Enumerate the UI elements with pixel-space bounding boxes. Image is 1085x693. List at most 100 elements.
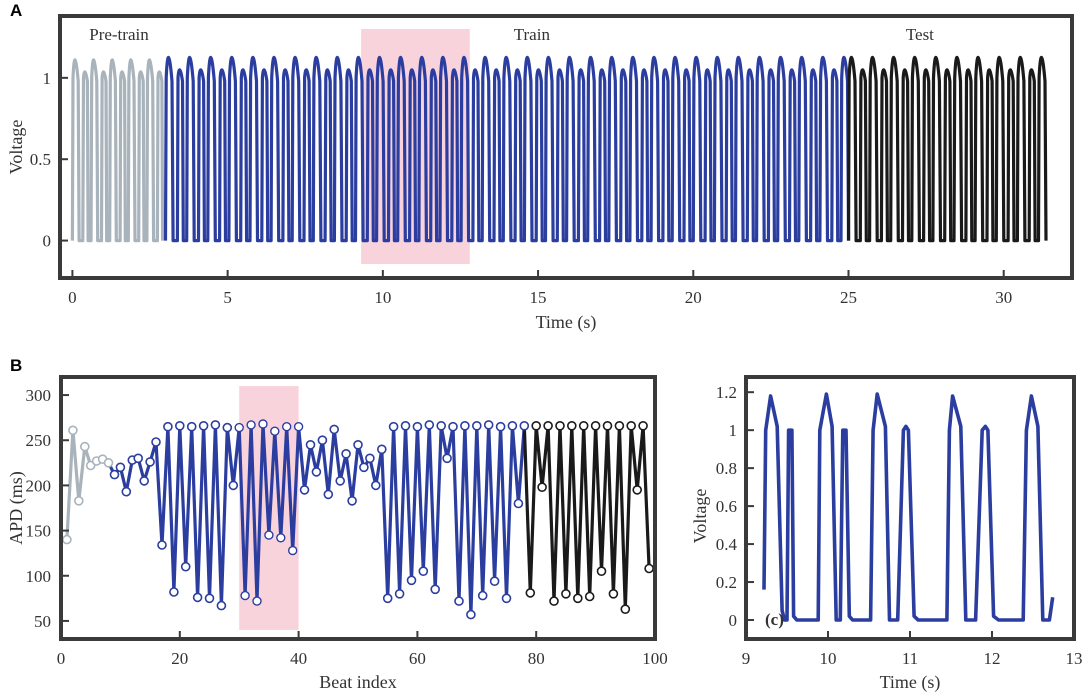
panel-a-xlabel: Time (s) <box>536 312 597 333</box>
panel-a: 0 5 10 15 20 25 30 0 0.5 1 Pre-train Train Test T… <box>6 14 1074 333</box>
apd-point <box>109 469 120 480</box>
apd-point <box>454 596 464 606</box>
panel-b-ylabel: APD (ms) <box>6 471 27 545</box>
panel-b-ytick-label: 150 <box>26 522 52 541</box>
apd-point <box>62 534 72 545</box>
panel-b-xtick-label: 20 <box>171 649 188 668</box>
annotation-train: Train <box>514 25 551 44</box>
apd-point <box>264 530 274 540</box>
apd-point <box>608 588 619 599</box>
panel-a-ytick-label: 0.5 <box>30 150 51 169</box>
panel-c-ylabel: Voltage <box>690 489 710 544</box>
panel-c-xtick-label: 10 <box>820 649 837 668</box>
apd-point <box>477 590 488 601</box>
panel-b-xtick-label: 0 <box>57 649 66 668</box>
apd-point <box>323 489 334 500</box>
panel-b-ytick-label: 100 <box>26 567 52 586</box>
apd-point <box>335 476 346 486</box>
apd-point <box>442 453 452 464</box>
panel-c-xtick-label: 9 <box>742 649 751 668</box>
apd-point <box>359 462 369 473</box>
apd-point <box>638 420 648 431</box>
apd-point <box>489 576 500 587</box>
panel-c-ytick-label: 0.2 <box>716 573 737 592</box>
apd-point <box>192 592 203 603</box>
apd-point <box>501 593 512 604</box>
apd-point <box>620 604 631 615</box>
apd-point <box>543 420 553 431</box>
apd-point <box>329 424 340 435</box>
series-train-line <box>163 55 851 243</box>
apd-point <box>216 600 227 611</box>
panel-b-traces <box>62 419 654 620</box>
apd-point <box>531 420 542 431</box>
apd-point <box>424 420 435 430</box>
apd-point <box>68 425 78 436</box>
panel-c-traces <box>762 392 1055 622</box>
apd-point <box>288 545 298 556</box>
annotation-test: Test <box>906 25 934 44</box>
panel-a-xtick-label: 5 <box>223 288 232 307</box>
apd-point <box>103 457 114 468</box>
panel-a-ytick-label: 0 <box>43 232 52 251</box>
panel-a-xtick-label: 10 <box>374 288 391 307</box>
apd-point <box>341 448 351 459</box>
apd-point <box>234 422 244 433</box>
apd-point <box>157 540 167 550</box>
apd-point <box>145 457 155 467</box>
apd-point <box>412 421 423 432</box>
panel-b-ytick-label: 250 <box>26 431 52 450</box>
series-test-line <box>846 55 1048 243</box>
apd-point <box>240 590 250 601</box>
panel-a-frame <box>58 14 1074 280</box>
apd-point <box>614 420 625 431</box>
panel-a-letter: A <box>10 1 22 20</box>
panel-a-ylabel: Voltage <box>6 120 26 175</box>
apd-point <box>590 420 601 431</box>
panel-c-ytick-label: 0.4 <box>716 535 738 554</box>
apd-point <box>566 420 577 431</box>
panel-a-xtick-label: 25 <box>840 288 857 307</box>
panel-b-xtick-label: 40 <box>290 649 307 668</box>
apd-point <box>644 563 654 574</box>
apd-point <box>406 575 417 586</box>
panel-c-ytick-label: 1 <box>729 421 738 440</box>
series-train-apd-line <box>107 422 526 617</box>
panel-b-xtick-label: 80 <box>528 649 545 668</box>
panel-c-xtick-label: 13 <box>1066 649 1083 668</box>
apd-point <box>180 561 191 572</box>
apd-point <box>555 420 565 431</box>
panel-c-ytick-label: 0.8 <box>716 459 737 478</box>
panel-c-xlabel: Time (s) <box>880 672 941 693</box>
panel-b: 0 20 40 60 80 100 50 100 150 200 250 300 Beat index… <box>6 375 668 692</box>
panel-b-ytick-label: 200 <box>26 476 52 495</box>
apd-point <box>626 420 637 431</box>
panel-c-ytick-label: 0 <box>729 611 738 630</box>
apd-point <box>258 419 268 429</box>
panel-b-ytick-label: 300 <box>26 386 52 405</box>
apd-point <box>210 420 221 430</box>
panel-b-xlabel: Beat index <box>319 672 396 692</box>
panel-c-label: (c) <box>765 610 784 629</box>
apd-point <box>311 467 322 477</box>
apd-point <box>365 453 375 464</box>
panel-a-traces <box>70 55 1048 243</box>
apd-point <box>466 609 476 620</box>
apd-point <box>483 420 494 430</box>
panel-c-axes: 9 10 11 12 13 0 0.2 0.4 0.6 0.8 1 1.2 <box>716 383 1083 668</box>
panel-a-xtick-label: 15 <box>530 288 547 307</box>
apd-point <box>133 453 143 464</box>
apd-point <box>175 420 185 431</box>
apd-point <box>186 421 197 432</box>
apd-point <box>460 420 470 431</box>
panel-a-xtick-label: 0 <box>68 288 77 307</box>
apd-point <box>246 420 256 430</box>
panel-c-xtick-label: 11 <box>902 649 918 668</box>
apd-point <box>448 421 458 432</box>
apd-point <box>115 462 126 473</box>
apd-point <box>299 485 310 495</box>
apd-point <box>121 486 132 497</box>
apd-point <box>305 439 316 450</box>
panel-b-xtick-label: 60 <box>409 649 426 668</box>
